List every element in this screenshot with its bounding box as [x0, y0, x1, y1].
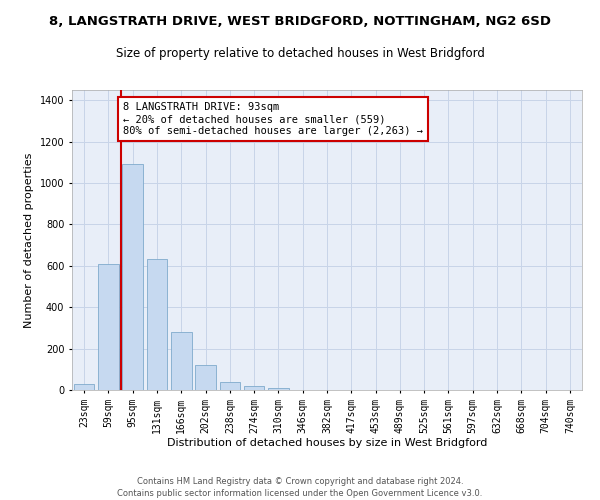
- X-axis label: Distribution of detached houses by size in West Bridgford: Distribution of detached houses by size …: [167, 438, 487, 448]
- Text: 8, LANGSTRATH DRIVE, WEST BRIDGFORD, NOTTINGHAM, NG2 6SD: 8, LANGSTRATH DRIVE, WEST BRIDGFORD, NOT…: [49, 15, 551, 28]
- Y-axis label: Number of detached properties: Number of detached properties: [24, 152, 34, 328]
- Bar: [146, 258, 167, 390]
- Bar: [122, 164, 143, 390]
- Bar: [74, 384, 94, 390]
- Text: Contains HM Land Registry data © Crown copyright and database right 2024.: Contains HM Land Registry data © Crown c…: [137, 478, 463, 486]
- Text: Contains public sector information licensed under the Open Government Licence v3: Contains public sector information licen…: [118, 489, 482, 498]
- Text: 8 LANGSTRATH DRIVE: 93sqm
← 20% of detached houses are smaller (559)
80% of semi: 8 LANGSTRATH DRIVE: 93sqm ← 20% of detac…: [123, 102, 423, 136]
- Text: Size of property relative to detached houses in West Bridgford: Size of property relative to detached ho…: [116, 48, 484, 60]
- Bar: [244, 386, 265, 390]
- Bar: [268, 388, 289, 390]
- Bar: [220, 382, 240, 390]
- Bar: [171, 332, 191, 390]
- Bar: [195, 365, 216, 390]
- Bar: [98, 264, 119, 390]
